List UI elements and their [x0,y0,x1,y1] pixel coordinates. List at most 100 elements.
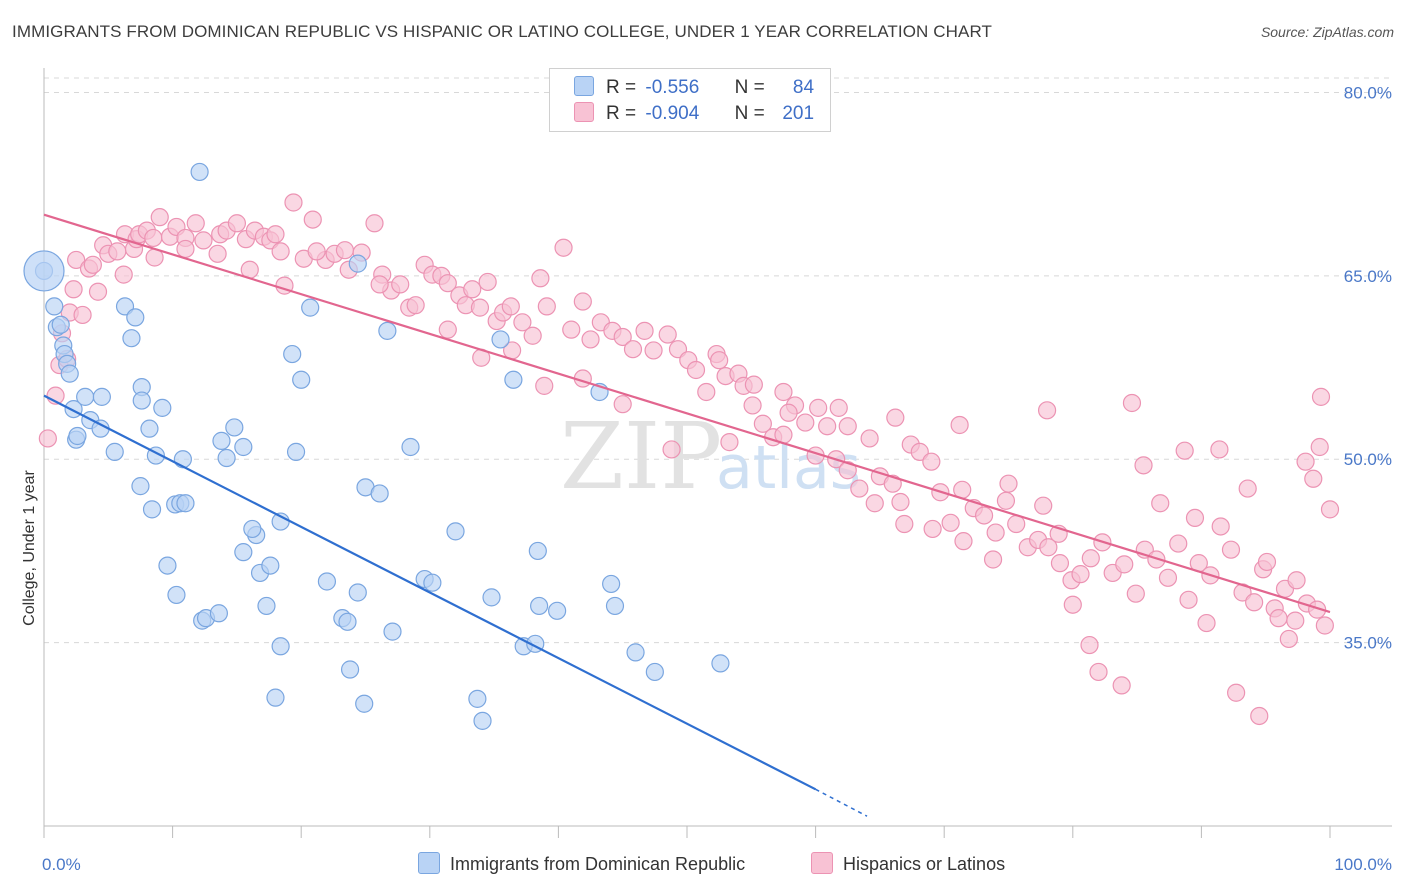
data-point-dominican [140,419,159,438]
data-point-hispanics [1158,568,1178,587]
data-point-hispanics [144,228,163,248]
series-dominican-points [23,162,730,730]
data-point-hispanics [910,442,929,461]
data-point-hispanics [1134,456,1153,475]
bottom-legend-blue: Immigrants from Dominican Republic [418,852,745,875]
bottom-legend-blue-label: Immigrants from Dominican Republic [450,854,746,874]
data-point-hispanics [1034,496,1053,515]
data-point-hispanics [697,382,716,402]
data-point-hispanics [838,417,857,436]
data-point-hispanics [335,241,355,260]
axes [43,68,1392,838]
blue-swatch [574,76,594,96]
data-point-dominican [122,329,141,348]
data-point-dominican [468,689,487,708]
data-point-dominican [301,298,320,317]
data-point-dominican [626,643,645,662]
data-point-dominican [446,522,465,541]
data-point-hispanics [562,320,581,339]
data-point-hispanics [1296,452,1315,471]
data-point-dominican [76,387,95,406]
data-point-dominican [243,519,262,539]
data-point-hispanics [613,327,632,347]
data-point-dominican [158,556,177,575]
data-point-hispanics [1315,616,1334,635]
data-point-hispanics [796,413,815,432]
data-point-dominican [283,344,302,364]
data-point-dominican [355,694,374,713]
data-point-hispanics [1269,609,1288,628]
data-point-hispanics [710,351,729,370]
data-point-hispanics [406,296,425,315]
data-point-hispanics [744,375,763,394]
data-point-dominican [286,442,306,461]
data-point-hispanics [644,341,663,360]
data-point-hispanics [478,272,497,292]
data-point-hispanics [581,330,600,349]
data-point-hispanics [194,231,213,250]
bottom-legend-pink: Hispanics or Latinos [811,852,1005,875]
trend-line-dominican-extension [815,788,868,817]
data-point-dominican [378,321,397,340]
legend-r-value-pink: -0.904 [645,103,700,124]
data-point-hispanics [860,429,879,448]
data-point-hispanics [829,398,848,417]
data-point-hispanics [1286,611,1305,630]
data-point-hispanics [774,382,793,402]
data-point-dominican [142,500,162,519]
data-point-dominican [605,596,625,616]
data-point-hispanics [895,514,914,534]
data-point-hispanics [623,340,643,359]
data-point-dominican [645,662,664,682]
data-point-dominican [266,688,285,707]
data-point-dominican [530,596,549,616]
data-point-hispanics [974,506,994,525]
bottom-pink-swatch [811,852,833,874]
data-point-hispanics [818,417,837,436]
data-point-hispanics [108,242,127,261]
data-point-hispanics [1304,469,1323,488]
data-point-hispanics [850,479,869,498]
data-point-hispanics [64,280,83,299]
data-point-hispanics [686,360,706,380]
data-point-dominican [383,622,402,641]
data-point-hispanics [753,414,772,433]
watermark: ZIP atlas [560,403,861,510]
data-point-dominican [348,254,367,273]
data-point-hispanics [365,214,384,233]
data-point-hispanics [1151,494,1170,513]
data-point-dominican [261,556,280,575]
data-point-dominican [173,450,192,469]
legend-row-blue: R = -0.556 N = 84 [574,76,814,100]
data-point-hispanics [613,395,632,414]
data-point-hispanics [176,239,195,259]
data-point-hispanics [635,321,654,340]
data-point-hispanics [1037,401,1057,420]
legend-n-value-pink: 201 [782,103,815,124]
data-point-hispanics [1279,629,1298,649]
y-tick-label: 65.0% [1344,267,1392,286]
data-point-dominican [190,162,209,182]
data-point-hispanics [865,494,884,513]
data-point-dominican [45,297,64,316]
data-point-hispanics [284,193,303,212]
data-point-dominican [234,543,253,562]
data-point-dominican [176,494,195,513]
data-point-dominican [602,574,621,594]
trend-line-hispanics [43,213,1331,614]
data-point-hispanics [922,452,941,471]
data-point-hispanics [1175,441,1194,460]
legend-r-label-pink: R = [606,103,637,124]
data-point-hispanics [513,313,532,332]
y-tick-label: 80.0% [1344,83,1392,102]
source-credit: Source: ZipAtlas.com [1260,24,1394,40]
data-point-hispanics [1179,590,1198,609]
data-point-hispanics [1081,549,1100,568]
data-point-hispanics [999,474,1018,493]
data-point-hispanics [186,214,205,233]
data-point-hispanics [266,225,285,244]
correlation-legend: R = -0.556 N = 84 R = -0.904 N = 201 [549,68,831,132]
data-point-hispanics [463,280,482,299]
data-point-hispanics [438,320,457,339]
